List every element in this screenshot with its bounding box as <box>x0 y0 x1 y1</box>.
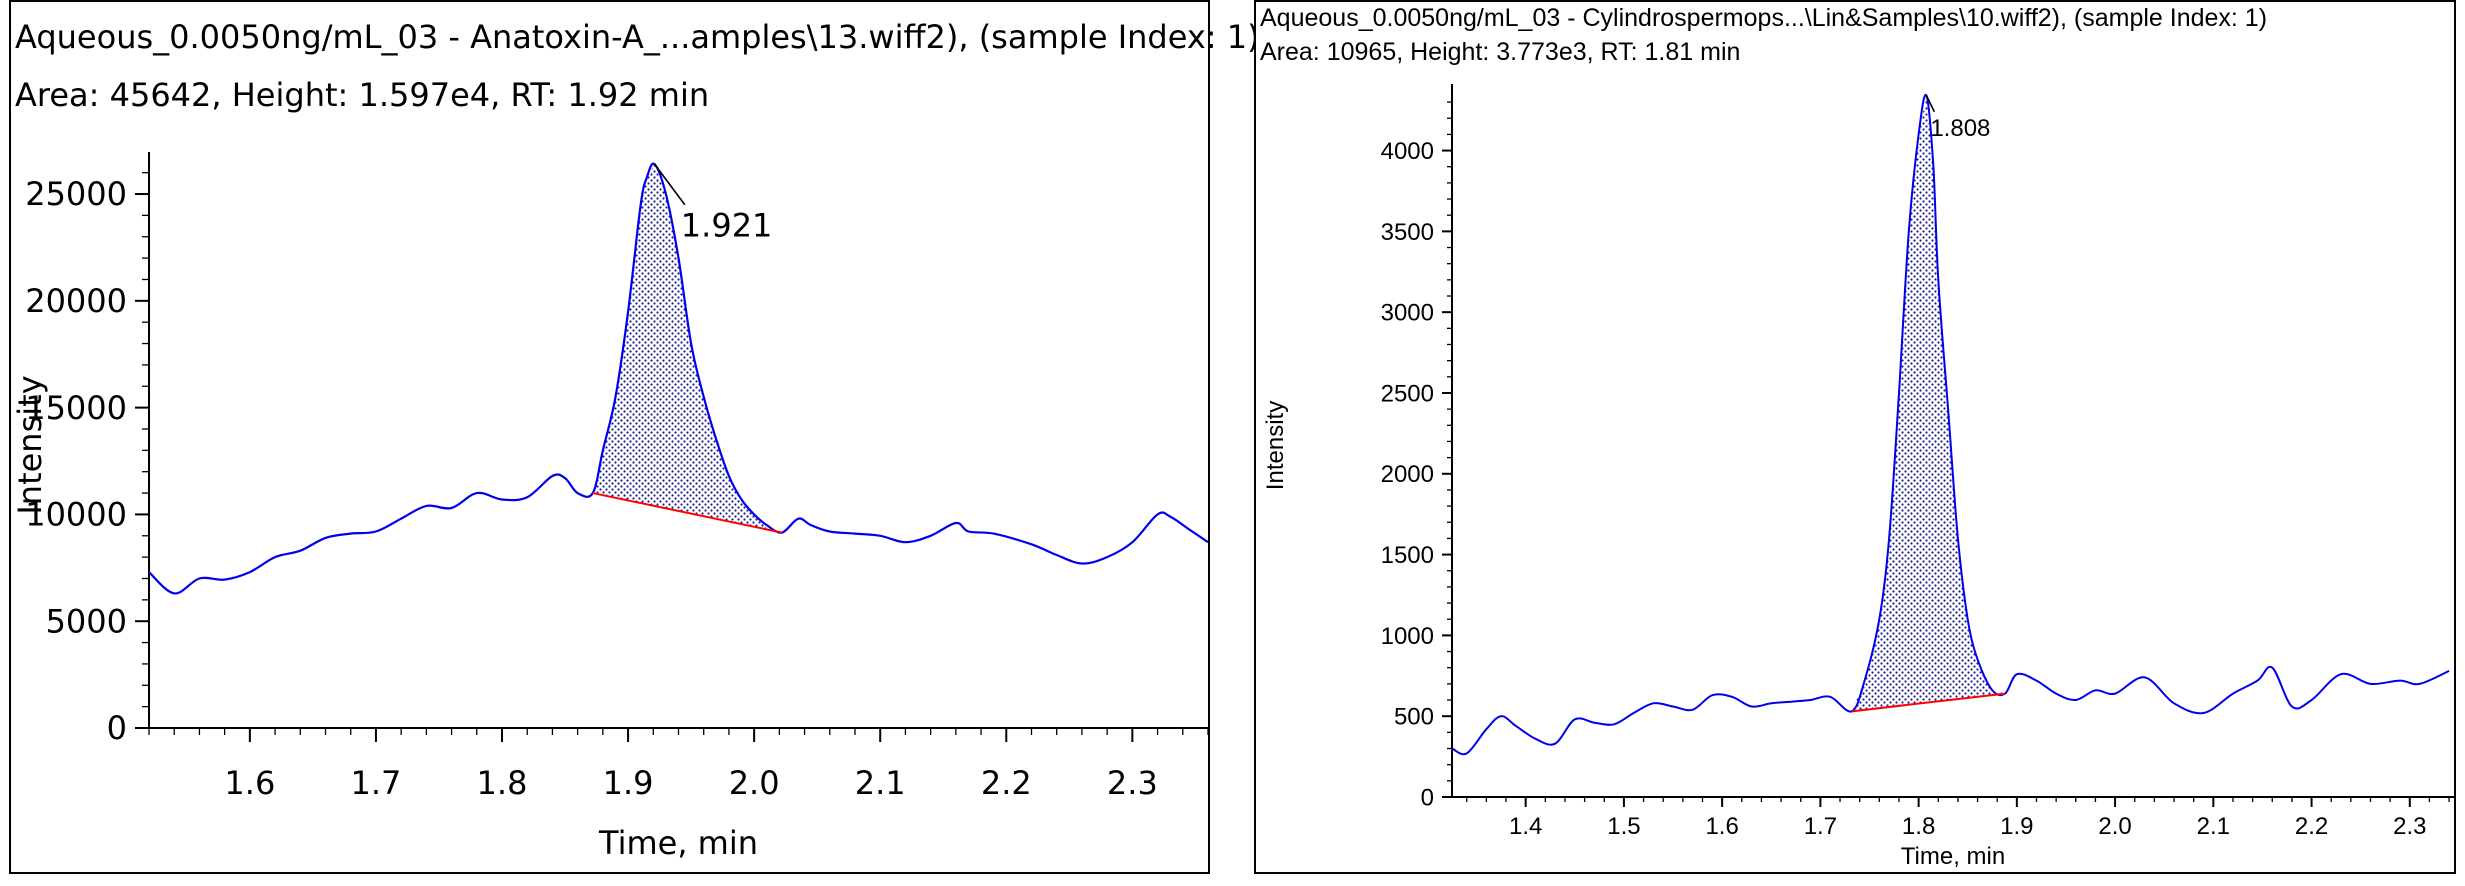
x-tick-label: 2.3 <box>1107 764 1158 802</box>
y-tick-label: 4000 <box>1381 138 1434 165</box>
x-tick-label: 2.0 <box>2098 813 2131 840</box>
x-tick-label: 1.7 <box>350 764 401 802</box>
y-tick-label: 1500 <box>1381 542 1434 569</box>
y-tick-label: 0 <box>107 709 127 747</box>
x-tick-label: 2.2 <box>2295 813 2328 840</box>
x-tick-label: 1.6 <box>1705 813 1738 840</box>
x-tick-label: 1.8 <box>1902 813 1935 840</box>
chart-title: Aqueous_0.0050ng/mL_03 - Anatoxin-A_...a… <box>15 18 1260 56</box>
y-axis-label: Intensity <box>11 375 49 514</box>
x-tick-label: 1.6 <box>224 764 275 802</box>
y-tick-label: 25000 <box>25 175 127 213</box>
y-tick-label: 1000 <box>1381 623 1434 650</box>
integration-baseline <box>592 492 783 534</box>
integrated-peak-area <box>592 164 782 533</box>
x-tick-label: 2.0 <box>729 764 780 802</box>
chromatogram-line <box>148 162 1209 595</box>
x-tick-label: 1.4 <box>1509 813 1542 840</box>
y-tick-label: 10000 <box>25 496 127 534</box>
x-tick-label: 2.1 <box>2197 813 2230 840</box>
x-tick-label: 1.7 <box>1804 813 1837 840</box>
chart-subtitle: Area: 45642, Height: 1.597e4, RT: 1.92 m… <box>15 76 710 114</box>
x-axis-label: Time, min <box>1901 843 2005 870</box>
y-tick-label: 15000 <box>25 389 127 427</box>
y-tick-label: 2000 <box>1381 461 1434 488</box>
chart-subtitle: Area: 10965, Height: 3.773e3, RT: 1.81 m… <box>1260 38 1741 66</box>
y-axis-label: Intensity <box>1262 401 1289 490</box>
x-tick-label: 1.5 <box>1607 813 1640 840</box>
chromatogram-line <box>1451 93 2450 756</box>
x-tick-label: 1.8 <box>477 764 528 802</box>
x-axis-label: Time, min <box>598 824 758 862</box>
y-tick-label: 0 <box>1421 784 1434 811</box>
integration-baseline <box>1851 692 2006 713</box>
peak-label-leader <box>1925 95 1936 113</box>
chart-title: Aqueous_0.0050ng/mL_03 - Cylindrospermop… <box>1260 4 2268 32</box>
chromatogram-plot-anatoxin: 0 5000 10000 15000 20000 25000 1.6 1.7 1.8 1.9 2.0… <box>11 152 1209 862</box>
y-tick-label: 2500 <box>1381 380 1434 407</box>
y-tick-label: 5000 <box>46 602 127 640</box>
chromatogram-plot-cylindrospermopsin: 0 500 1000 1500 2000 2500 3000 3500 4000 1.4 1.5 1.… <box>1262 84 2454 870</box>
x-tick-label: 1.9 <box>2000 813 2033 840</box>
y-tick-label: 3000 <box>1381 300 1434 327</box>
y-tick-label: 3500 <box>1381 219 1434 246</box>
y-tick-label: 20000 <box>25 282 127 320</box>
chart-panel-anatoxin: Aqueous_0.0050ng/mL_03 - Anatoxin-A_...a… <box>9 0 1260 874</box>
peak-label: 1.808 <box>1930 115 1990 142</box>
x-tick-label: 1.9 <box>603 764 654 802</box>
x-tick-label: 2.2 <box>981 764 1032 802</box>
peak-label-leader <box>653 163 686 206</box>
chart-panel-cylindrospermopsin: Aqueous_0.0050ng/mL_03 - Cylindrospermop… <box>1254 0 2456 874</box>
peak-label: 1.921 <box>681 207 773 245</box>
y-tick-label: 500 <box>1394 704 1434 731</box>
x-tick-label: 2.3 <box>2393 813 2426 840</box>
integrated-peak-area <box>1851 95 2006 712</box>
x-tick-label: 2.1 <box>855 764 906 802</box>
